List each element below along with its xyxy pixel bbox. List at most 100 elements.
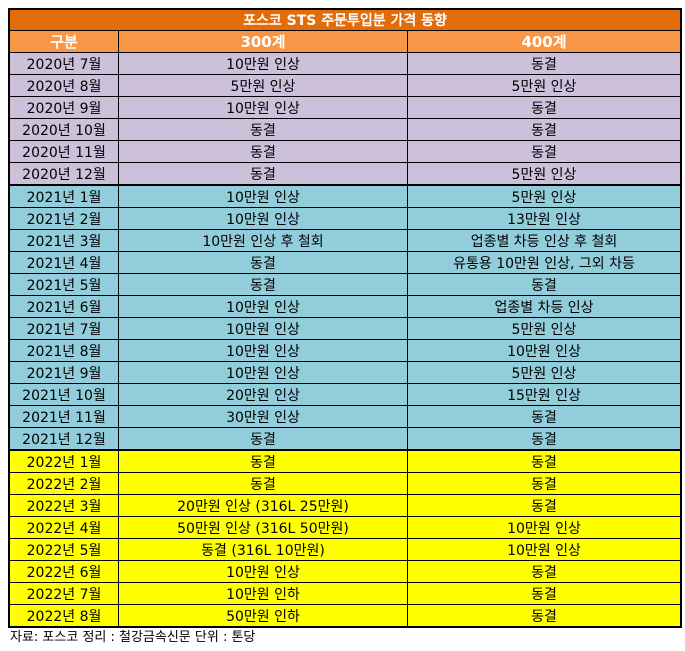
period-cell: 2022년 5월 — [8, 538, 119, 561]
period-cell: 2020년 9월 — [8, 96, 119, 119]
series300-cell: 동결 — [118, 449, 408, 473]
table-row: 2020년 9월 10만원 인상 동결 — [8, 96, 682, 119]
series400-cell: 13만원 인상 — [407, 207, 682, 230]
series400-cell: 동결 — [407, 140, 682, 163]
table-row: 2022년 5월 동결 (316L 10만원) 10만원 인상 — [8, 538, 682, 561]
period-cell: 2020년 8월 — [8, 74, 119, 97]
table-row: 2021년 1월 10만원 인상 5만원 인상 — [8, 184, 682, 208]
series400-cell: 유통용 10만원 인상, 그외 차등 — [407, 251, 682, 274]
series300-cell: 동결 — [118, 162, 408, 186]
table-row: 2021년 2월 10만원 인상 13만원 인상 — [8, 207, 682, 230]
series300-cell: 10만원 인상 — [118, 560, 408, 583]
period-cell: 2021년 7월 — [8, 317, 119, 340]
table-row: 2020년 10월 동결 동결 — [8, 118, 682, 141]
header-period: 구분 — [8, 30, 119, 53]
series400-cell: 동결 — [407, 405, 682, 428]
table-row: 2020년 11월 동결 동결 — [8, 140, 682, 163]
table-row: 2021년 8월 10만원 인상 10만원 인상 — [8, 339, 682, 362]
series300-cell: 10만원 인하 — [118, 582, 408, 605]
series400-cell: 동결 — [407, 52, 682, 75]
period-cell: 2022년 3월 — [8, 494, 119, 517]
header-300: 300계 — [118, 30, 408, 53]
table-row: 2022년 6월 10만원 인상 동결 — [8, 560, 682, 583]
table-row: 2021년 3월 10만원 인상 후 철회 업종별 차등 인상 후 철회 — [8, 229, 682, 252]
series400-cell: 업종별 차등 인상 — [407, 295, 682, 318]
series300-cell: 동결 — [118, 251, 408, 274]
series300-cell: 50만원 인하 — [118, 604, 408, 628]
period-cell: 2021년 11월 — [8, 405, 119, 428]
series400-cell: 동결 — [407, 427, 682, 451]
period-cell: 2021년 10월 — [8, 383, 119, 406]
table-row: 2020년 12월 동결 5만원 인상 — [8, 162, 682, 186]
table-row: 2020년 7월 10만원 인상 동결 — [8, 52, 682, 75]
price-trend-table: 포스코 STS 주문투입분 가격 동향 구분 300계 400계 2020년 7… — [8, 8, 682, 628]
series300-cell: 10만원 인상 — [118, 96, 408, 119]
series400-cell: 10만원 인상 — [407, 516, 682, 539]
table-row: 2021년 4월 동결 유통용 10만원 인상, 그외 차등 — [8, 251, 682, 274]
period-cell: 2021년 8월 — [8, 339, 119, 362]
header-row: 구분 300계 400계 — [8, 30, 682, 53]
table-row: 2022년 3월 20만원 인상 (316L 25만원) 동결 — [8, 494, 682, 517]
period-cell: 2022년 2월 — [8, 472, 119, 495]
table-row: 2022년 4월 50만원 인상 (316L 50만원) 10만원 인상 — [8, 516, 682, 539]
period-cell: 2021년 1월 — [8, 184, 119, 208]
source-note: 자료: 포스코 정리 : 철강금속신문 단위 : 톤당 — [10, 630, 256, 645]
period-cell: 2021년 6월 — [8, 295, 119, 318]
series400-cell: 5만원 인상 — [407, 184, 682, 208]
series300-cell: 20만원 인상 (316L 25만원) — [118, 494, 408, 517]
table-row: 2021년 12월 동결 동결 — [8, 427, 682, 451]
period-cell: 2020년 7월 — [8, 52, 119, 75]
period-cell: 2022년 1월 — [8, 449, 119, 473]
series400-cell: 10만원 인상 — [407, 538, 682, 561]
table-row: 2021년 9월 10만원 인상 5만원 인상 — [8, 361, 682, 384]
table-row: 2021년 11월 30만원 인상 동결 — [8, 405, 682, 428]
series300-cell: 10만원 인상 — [118, 184, 408, 208]
series300-cell: 10만원 인상 후 철회 — [118, 229, 408, 252]
period-cell: 2021년 5월 — [8, 273, 119, 296]
period-cell: 2021년 3월 — [8, 229, 119, 252]
table-title: 포스코 STS 주문투입분 가격 동향 — [8, 8, 682, 31]
series400-cell: 5만원 인상 — [407, 74, 682, 97]
series300-cell: 10만원 인상 — [118, 361, 408, 384]
series300-cell: 10만원 인상 — [118, 295, 408, 318]
table-row: 2022년 7월 10만원 인하 동결 — [8, 582, 682, 605]
series300-cell: 10만원 인상 — [118, 52, 408, 75]
period-cell: 2020년 11월 — [8, 140, 119, 163]
table-row: 2022년 2월 동결 동결 — [8, 472, 682, 495]
series300-cell: 동결 — [118, 427, 408, 451]
series400-cell: 동결 — [407, 472, 682, 495]
title-row: 포스코 STS 주문투입분 가격 동향 — [8, 8, 682, 31]
period-cell: 2021년 4월 — [8, 251, 119, 274]
series400-cell: 동결 — [407, 96, 682, 119]
series400-cell: 동결 — [407, 604, 682, 628]
series400-cell: 동결 — [407, 560, 682, 583]
series400-cell: 5만원 인상 — [407, 162, 682, 186]
series400-cell: 5만원 인상 — [407, 361, 682, 384]
period-cell: 2022년 4월 — [8, 516, 119, 539]
header-400: 400계 — [407, 30, 682, 53]
table-row: 2022년 8월 50만원 인하 동결 — [8, 604, 682, 628]
period-cell: 2021년 12월 — [8, 427, 119, 451]
series300-cell: 5만원 인상 — [118, 74, 408, 97]
table-row: 2022년 1월 동결 동결 — [8, 449, 682, 473]
table-row: 2021년 7월 10만원 인상 5만원 인상 — [8, 317, 682, 340]
table-row: 2020년 8월 5만원 인상 5만원 인상 — [8, 74, 682, 97]
table-row: 2021년 5월 동결 동결 — [8, 273, 682, 296]
series400-cell: 5만원 인상 — [407, 317, 682, 340]
series300-cell: 동결 — [118, 118, 408, 141]
series400-cell: 업종별 차등 인상 후 철회 — [407, 229, 682, 252]
series400-cell: 동결 — [407, 273, 682, 296]
series300-cell: 10만원 인상 — [118, 207, 408, 230]
series400-cell: 동결 — [407, 494, 682, 517]
series300-cell: 30만원 인상 — [118, 405, 408, 428]
table-row: 2021년 6월 10만원 인상 업종별 차등 인상 — [8, 295, 682, 318]
period-cell: 2022년 7월 — [8, 582, 119, 605]
period-cell: 2022년 6월 — [8, 560, 119, 583]
series300-cell: 동결 — [118, 472, 408, 495]
series300-cell: 동결 — [118, 140, 408, 163]
series400-cell: 15만원 인상 — [407, 383, 682, 406]
series300-cell: 20만원 인상 — [118, 383, 408, 406]
table-row: 2021년 10월 20만원 인상 15만원 인상 — [8, 383, 682, 406]
series300-cell: 동결 — [118, 273, 408, 296]
series400-cell: 동결 — [407, 449, 682, 473]
